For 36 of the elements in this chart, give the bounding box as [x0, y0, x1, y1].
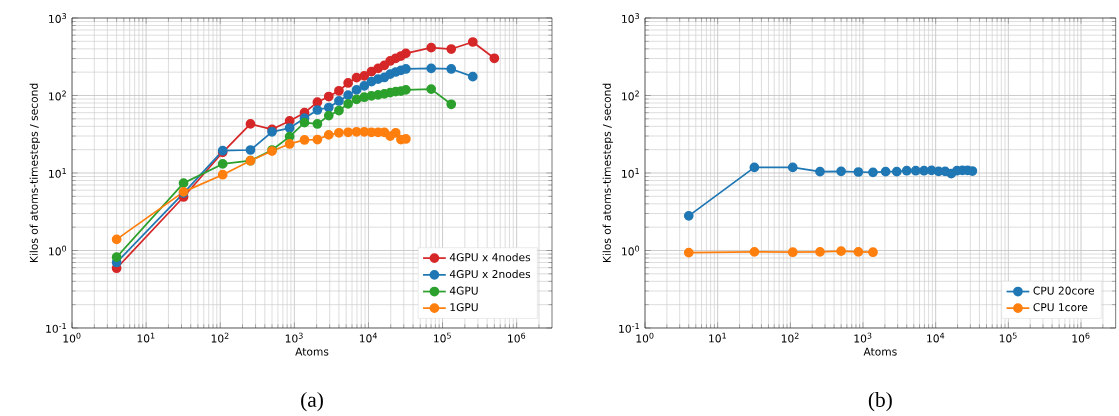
text: (b) [868, 391, 892, 412]
legend-label: 4GPU [449, 286, 478, 295]
y-tick-label: 10$^{3}$ [622, 13, 639, 23]
x-tick-label: 10$^{0}$ [636, 332, 654, 343]
y-tick-label: 10$^{0}$ [49, 245, 67, 256]
legend-label: 4GPU x 2nodes [449, 269, 531, 279]
x-tick-label: 10$^{5}$ [999, 332, 1017, 343]
x-tick-label: 10$^{6}$ [508, 332, 526, 343]
x-tick-label: 10$^{2}$ [781, 332, 799, 343]
x-axis-title: Atoms [863, 347, 897, 356]
legend-label: 4GPU x 4nodes [449, 253, 531, 262]
y-tick-label: 10$^{-1}$ [619, 323, 639, 333]
x-tick-label: 10$^{1}$ [709, 332, 726, 343]
legend-label: CPU 1core [1033, 303, 1088, 312]
y-tick-label: 10$^{2}$ [49, 90, 66, 101]
x-tick-label: 10$^{3}$ [285, 332, 303, 343]
y-tick-label: 10$^{0}$ [622, 245, 640, 256]
x-axis-title: Atoms [295, 347, 329, 356]
y-tick-label: 10$^{3}$ [49, 13, 66, 23]
y-axis-title: Kilos of atoms-timesteps / second [29, 83, 40, 263]
legend-label: 1GPU [450, 303, 478, 312]
y-axis-title: Kilos of atoms-timesteps / second [602, 83, 613, 263]
y-tick-label: 10$^{2}$ [622, 90, 639, 101]
x-tick-label: 10$^{0}$ [63, 332, 81, 343]
y-tick-label: 10$^{1}$ [49, 168, 66, 178]
x-tick-label: 10$^{2}$ [211, 332, 229, 343]
x-tick-label: 10$^{4}$ [927, 332, 945, 343]
x-tick-label: 10$^{5}$ [434, 332, 451, 343]
x-tick-label: 10$^{1}$ [137, 332, 155, 343]
y-tick-label: 10$^{1}$ [622, 168, 639, 178]
x-tick-label: 10$^{6}$ [1072, 332, 1090, 343]
text: (a) [301, 391, 323, 412]
y-tick-label: 10$^{-1}$ [46, 323, 66, 333]
x-tick-label: 10$^{3}$ [854, 332, 872, 343]
x-tick-label: 10$^{4}$ [359, 332, 377, 343]
legend-label: CPU 20core [1033, 286, 1095, 295]
